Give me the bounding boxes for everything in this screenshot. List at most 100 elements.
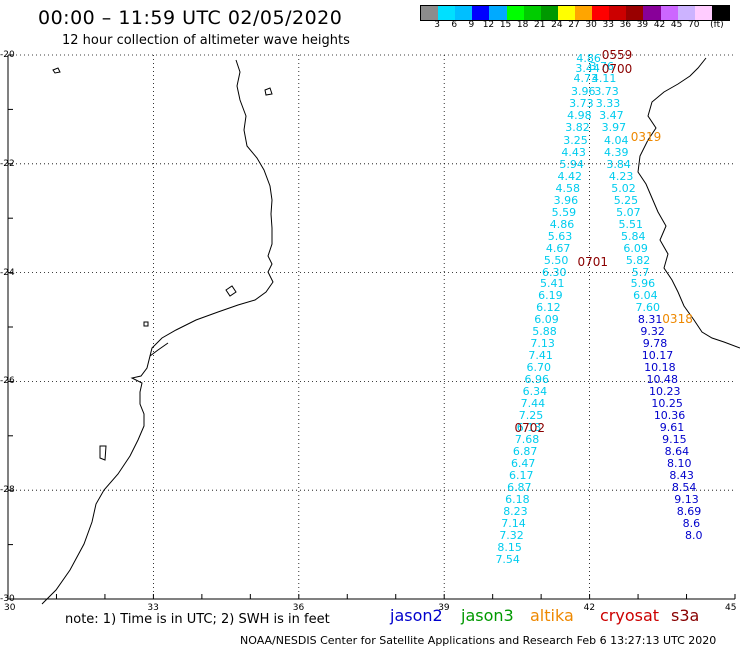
scale-label: 36	[619, 20, 632, 30]
legend-cryosat: cryosat	[600, 606, 660, 625]
swh-point: 6.13	[516, 421, 542, 435]
swh-point: 3.97	[601, 121, 627, 135]
scale-label: 70	[688, 20, 700, 30]
bazaruto-island	[264, 87, 273, 96]
swh-point: 9.15	[662, 433, 687, 447]
swh-point: 3.96	[571, 84, 596, 98]
scale-label: (ft)	[710, 20, 724, 30]
swh-point: 7.32	[499, 528, 524, 542]
swh-point: 9.13	[674, 492, 699, 506]
swh-point: 10.17	[641, 349, 674, 363]
swh-point: 8.69	[676, 504, 702, 518]
lat-label: -28	[0, 485, 15, 496]
swh-point: 5.59	[551, 205, 577, 219]
swh-point: 3.33	[595, 96, 621, 110]
scale-swatch	[489, 6, 507, 20]
mozambique-island	[52, 67, 61, 74]
lon-label: 42	[583, 603, 596, 613]
swh-point: 3.25	[563, 133, 588, 147]
swh-point: 3.96	[553, 193, 579, 207]
scale-label: 24	[551, 20, 563, 30]
swh-point: 4.67	[545, 241, 571, 255]
swh-point: 4.04	[604, 133, 629, 147]
pass-time-label: 0318	[662, 311, 693, 326]
swh-point: 5.02	[611, 181, 636, 195]
small-island	[99, 445, 107, 461]
swh-point: 8.23	[503, 504, 528, 518]
swh-point: 3.73	[569, 96, 594, 110]
lat-label: -26	[0, 376, 15, 387]
swh-point: 5.41	[540, 277, 565, 291]
pass-time-label: 0700	[601, 61, 633, 76]
swh-point: 5.51	[618, 217, 644, 231]
scale-label: 18	[516, 20, 529, 30]
scale-label: 9	[468, 20, 475, 30]
scale-label: 33	[602, 20, 614, 30]
swh-point: 4.23	[608, 169, 634, 183]
swh-point: 4.11	[591, 72, 617, 86]
madagascar-coastline	[637, 57, 740, 349]
scale-label: 12	[482, 20, 495, 30]
swh-point: 10.36	[653, 409, 686, 423]
lat-lon-grid	[7, 54, 736, 600]
swh-point: 4.43	[561, 145, 586, 159]
swh-point: 8.54	[671, 480, 697, 494]
scale-swatch	[455, 6, 473, 20]
swh-point: 4.86	[576, 51, 601, 65]
swh-point: 10.25	[651, 397, 683, 411]
inhaca-island	[225, 285, 237, 297]
swh-point: 8.10	[667, 457, 692, 470]
swh-point: 7.44	[520, 397, 546, 411]
color-scale-labels: 3 6 9 12 15 18 21 24 27 30 33 36 39 42 45 70 (ft)	[0, 0, 740, 40]
swh-point: 8.15	[497, 540, 522, 554]
credit-line: NOAA/NESDIS Center for Satellite Applica…	[240, 634, 717, 647]
swh-point: 4.73	[573, 72, 598, 86]
swh-point: 5.25	[613, 193, 639, 207]
swh-point: 9.32	[640, 325, 665, 339]
scale-swatch	[626, 6, 644, 20]
swh-point: 6.04	[633, 289, 658, 303]
africa-coastline-inlet	[149, 342, 169, 357]
lon-label: 36	[292, 603, 305, 613]
scale-swatch	[438, 6, 456, 20]
scale-label: 39	[636, 20, 649, 30]
swh-point: 3.44	[575, 61, 600, 75]
swh-point: 8.31	[637, 313, 663, 327]
swh-point: 6.09	[623, 241, 648, 255]
swh-point: 8.6	[682, 516, 701, 530]
swh-point: 6.47	[510, 457, 536, 470]
scale-label: 21	[534, 20, 546, 30]
swh-point: 6.87	[512, 445, 538, 459]
swh-point: 4.98	[567, 108, 592, 122]
footnote: note: 1) Time is in UTC; 2) SWH is in fe…	[65, 612, 330, 627]
legend-jason2: jason2	[390, 606, 443, 625]
scale-swatch	[660, 6, 678, 20]
scale-swatch	[506, 6, 524, 20]
swh-point: 7.68	[514, 433, 540, 447]
swh-point: 3.73	[594, 84, 619, 98]
swh-point: 6.17	[509, 468, 534, 482]
scale-label: 3	[434, 20, 440, 30]
swh-point: 3.84	[606, 157, 631, 171]
color-scale-bar	[420, 5, 730, 21]
scale-swatch	[557, 6, 575, 20]
lat-label: -30	[0, 594, 15, 604]
legend-altika: altika	[530, 606, 574, 625]
swh-point: 7.54	[495, 552, 520, 566]
scale-label: 27	[568, 20, 580, 30]
scale-swatch	[609, 6, 627, 20]
swh-point: 4.86	[549, 217, 575, 231]
lon-label: 30	[4, 603, 16, 613]
scale-label: 15	[499, 20, 512, 30]
swh-point: 6.19	[538, 289, 563, 303]
scale-swatch	[540, 6, 558, 20]
swh-point: 7.41	[528, 349, 553, 363]
lon-label: 39	[438, 603, 450, 613]
swh-point: 8.0	[685, 528, 703, 542]
pass-time-label: 0319	[630, 129, 662, 144]
swh-point: 10.18	[644, 361, 676, 375]
lat-label: -20	[0, 50, 15, 60]
small-island	[143, 321, 149, 327]
scale-label: 6	[451, 20, 458, 30]
